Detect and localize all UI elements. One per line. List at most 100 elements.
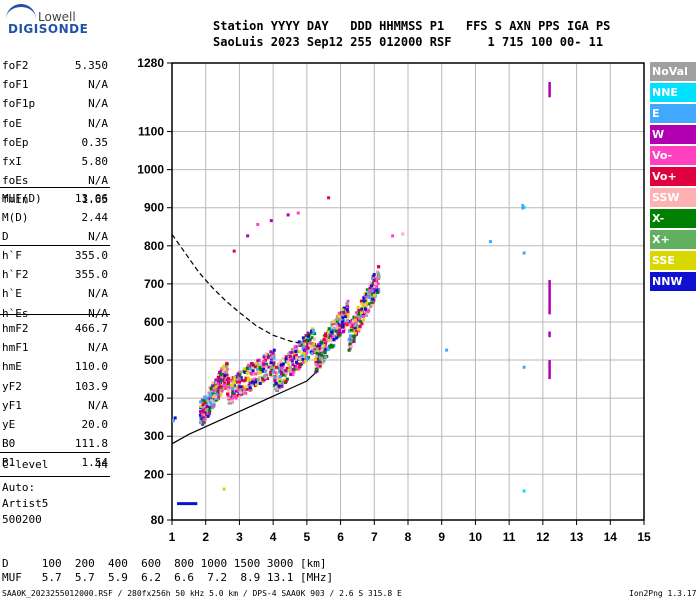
trace-point — [305, 345, 309, 349]
trace-point — [354, 311, 358, 315]
trace-point — [334, 329, 338, 333]
trace-point — [273, 370, 277, 374]
trace-point — [199, 420, 203, 424]
trace-point — [327, 335, 331, 339]
trace-point — [338, 328, 342, 332]
trace-point — [208, 409, 212, 413]
trace-point — [315, 366, 319, 370]
trace-point — [272, 348, 276, 352]
param-row-hf2: h`F2 355.0 — [2, 266, 108, 285]
trace-point — [200, 412, 204, 416]
param-key: yF2 — [2, 379, 22, 393]
trace-point — [205, 409, 209, 413]
trace-point — [258, 379, 262, 383]
param-row-b1: B1 1.54 — [2, 454, 108, 473]
param-key: MUF(D) — [2, 192, 42, 205]
trace-point — [377, 287, 381, 291]
trace-point — [304, 355, 308, 359]
trace-point — [234, 380, 238, 384]
trace-point — [221, 369, 225, 373]
trace-point — [208, 394, 212, 398]
trace-point — [310, 336, 314, 340]
trace-point — [238, 374, 242, 378]
param-value: 5.350 — [74, 59, 108, 72]
trace-point — [284, 369, 288, 373]
trace-point — [362, 301, 366, 305]
trace-point — [327, 339, 331, 343]
trace-point — [279, 363, 283, 367]
trace-point — [269, 361, 273, 365]
param-value: 355.0 — [74, 249, 108, 262]
trace-point — [267, 365, 271, 369]
x-tick-label: 13 — [570, 530, 584, 544]
trace-point — [287, 363, 291, 367]
trace-point — [248, 386, 252, 390]
trace-point — [258, 381, 262, 385]
trace-point — [277, 384, 281, 388]
trace-point — [238, 372, 242, 376]
trace-point — [207, 391, 211, 395]
trace-point — [261, 369, 265, 373]
trace-point — [298, 343, 302, 347]
trace-point — [291, 363, 295, 367]
trace-point — [363, 307, 367, 311]
param-value: 44 — [94, 458, 108, 471]
trace-point — [329, 343, 333, 347]
trace-point — [243, 388, 247, 392]
trace-point — [342, 328, 346, 332]
trace-point — [353, 326, 357, 330]
trace-point — [331, 344, 335, 348]
param-value: N/A — [88, 174, 108, 188]
trace-point — [278, 375, 282, 379]
trace-point — [231, 381, 235, 385]
trace-point — [216, 385, 220, 389]
trace-point — [219, 385, 223, 389]
trace-point — [238, 380, 242, 384]
trace-point — [376, 271, 380, 275]
trace-point — [211, 384, 215, 388]
legend-item-x: X+ — [650, 230, 696, 249]
trace-point — [250, 364, 254, 368]
trace-point — [272, 361, 276, 365]
trace-point — [314, 354, 318, 358]
trace-point — [250, 382, 254, 386]
trace-point — [198, 413, 202, 417]
trace-point — [257, 358, 261, 362]
y-tick-label: 700 — [144, 277, 164, 291]
x-tick-label: 11 — [503, 530, 516, 544]
trace-point — [359, 311, 363, 315]
trace-point — [346, 302, 350, 306]
trace-point — [223, 374, 227, 378]
trace-point — [359, 309, 363, 313]
trace-point — [206, 414, 210, 418]
trace-point — [271, 351, 275, 355]
footer-version: Ion2Png 1.3.17 — [629, 589, 697, 598]
trace-point — [315, 352, 319, 356]
trace-point — [359, 320, 363, 324]
trace-point — [308, 332, 312, 336]
trace-point — [327, 327, 331, 331]
param-value: N/A — [88, 78, 108, 92]
trace-point — [284, 357, 288, 361]
trace-point — [300, 354, 304, 358]
trace-point — [278, 381, 282, 385]
trace-point — [372, 288, 376, 292]
param-key: foE — [2, 116, 22, 130]
trace-point — [246, 376, 250, 380]
trace-point — [318, 360, 322, 364]
trace-point — [264, 358, 268, 362]
trace-point — [226, 387, 230, 391]
trace-point — [258, 366, 262, 370]
trace-point — [358, 324, 362, 328]
trace-point — [222, 364, 226, 368]
trace-point — [218, 371, 222, 375]
logo-lowell-text: Lowell — [38, 10, 76, 24]
trace-point — [216, 380, 220, 384]
trace-point — [226, 392, 230, 396]
trace-point — [346, 323, 350, 327]
x-tick-label: 7 — [371, 530, 378, 544]
trace-point — [249, 378, 253, 382]
trace-point — [256, 368, 260, 372]
x-tick-label: 12 — [536, 530, 550, 544]
trace-point — [366, 302, 370, 306]
